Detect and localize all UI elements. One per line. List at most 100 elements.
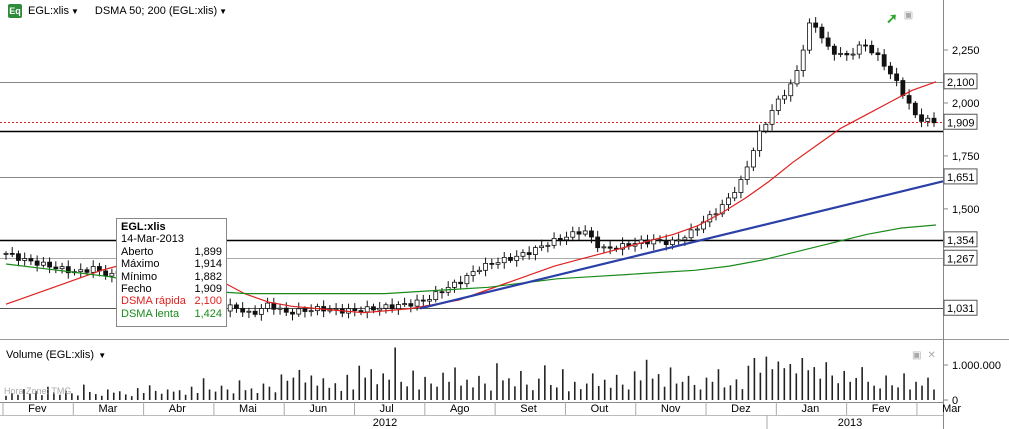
tooltip-row: DSMA lenta 1,424 (121, 308, 222, 320)
candle-body (570, 231, 576, 238)
candle-body (831, 45, 837, 55)
candle-body (589, 230, 594, 238)
restore-icon[interactable]: ▣ (912, 350, 922, 361)
candle-body (452, 281, 457, 288)
timezone-watermark: Hora Zone: TMG (4, 386, 72, 396)
symbol-selector[interactable]: EGL:xlis ▼ (28, 5, 79, 17)
y-tick-label: 2,000 (952, 98, 980, 110)
candle-body (582, 230, 588, 235)
x-tick-label: Mar (942, 403, 961, 415)
x-tick-label: Jan (801, 403, 819, 415)
candle-body (271, 302, 277, 310)
candle-body (90, 266, 96, 273)
candle-body (532, 247, 538, 255)
candle-body (557, 237, 563, 241)
tooltip-value: 2,100 (194, 295, 222, 308)
candle-body (888, 65, 893, 75)
candle-body (539, 245, 545, 248)
candle-body (296, 308, 302, 315)
chart-toolbar: Eq EGL:xlis ▼ DSMA 50; 200 (EGL:xlis) ▼ (0, 0, 227, 22)
x-tick-label: Abr (169, 403, 186, 415)
candle-body (364, 306, 370, 313)
candle-body (875, 52, 881, 56)
candle-body (308, 310, 314, 313)
tooltip-label: Aberto (121, 245, 154, 258)
candle-body (838, 53, 843, 55)
candle-body (682, 237, 688, 241)
tooltip-label: Fecho (121, 283, 152, 296)
candle-body (78, 269, 84, 273)
candle-body (807, 22, 812, 51)
x-tick-label: Mar (98, 403, 117, 415)
volume-panel-title[interactable]: Volume (EGL:xlis) ▼ (6, 349, 107, 361)
candle-body (495, 262, 501, 265)
tooltip-symbol: EGL:xlis (121, 221, 166, 233)
candle-body (40, 261, 46, 266)
candle-body (371, 306, 376, 311)
trend-line[interactable] (419, 180, 944, 310)
candle-body (676, 239, 682, 242)
candle-body (252, 310, 258, 315)
candle-body (719, 204, 725, 215)
candle-body (782, 95, 787, 100)
candle-body (775, 98, 781, 111)
candle-body (757, 130, 763, 151)
volume-tick-label: 0 (952, 395, 958, 407)
candle-body (265, 302, 270, 309)
candle-body (109, 272, 115, 277)
candle-body (283, 307, 289, 313)
close-icon[interactable]: ✕ (927, 350, 936, 361)
candle-body (16, 253, 21, 261)
candle-body (894, 73, 900, 81)
candle-body (607, 246, 613, 249)
tooltip-value: 1,882 (194, 270, 222, 283)
candle-body (476, 269, 482, 272)
year-label: 2013 (838, 417, 862, 429)
candle-body (420, 299, 426, 302)
candle-body (389, 304, 395, 310)
indicator-selector[interactable]: DSMA 50; 200 (EGL:xlis) ▼ (94, 5, 228, 17)
equity-icon: Eq (8, 4, 22, 18)
y-tick-label: 1,750 (952, 151, 980, 163)
price-label: 1,267 (947, 253, 975, 265)
candle-body (912, 102, 918, 116)
trend-arrow-icon[interactable]: ➚ (886, 10, 898, 26)
candle-body (564, 236, 569, 241)
candle-body (738, 179, 744, 193)
price-label-box (943, 168, 978, 185)
candle-body (302, 308, 308, 312)
candle-body (103, 270, 109, 277)
candle-body (501, 257, 507, 264)
candle-body (246, 310, 252, 313)
candle-body (856, 44, 862, 55)
x-tick-label: Fev (28, 403, 47, 415)
candle-body (825, 37, 831, 47)
tooltip-row: Máximo 1,914 (121, 258, 222, 270)
candle-body (881, 54, 887, 67)
tooltip-label: DSMA lenta (121, 307, 180, 320)
candle-body (850, 53, 856, 56)
candle-body (258, 308, 264, 315)
tooltip-label: Máximo (121, 258, 160, 271)
x-tick-label: Jul (380, 403, 394, 415)
tooltip-date: 14-Mar-2013 (121, 233, 184, 246)
candle-body (439, 291, 445, 294)
candle-body (576, 231, 582, 235)
candle-body (694, 228, 700, 231)
x-tick-label: Ago (450, 403, 470, 415)
candle-body (732, 192, 738, 199)
candle-body (483, 262, 488, 271)
tooltip-value: 1,424 (194, 307, 222, 320)
chevron-down-icon: ▼ (70, 7, 79, 16)
tooltip-row: Fecho 1,909 (121, 283, 222, 295)
candle-body (863, 44, 868, 47)
volume-panel-controls: ▣ ✕ (912, 350, 936, 361)
candle-body (427, 299, 432, 302)
tooltip-value: 1,914 (194, 258, 222, 271)
price-label: 1,909 (947, 117, 975, 129)
candle-body (545, 244, 551, 247)
restore-icon[interactable]: ▣ (903, 10, 914, 21)
candle-body (744, 166, 750, 180)
price-label-box (943, 73, 978, 90)
